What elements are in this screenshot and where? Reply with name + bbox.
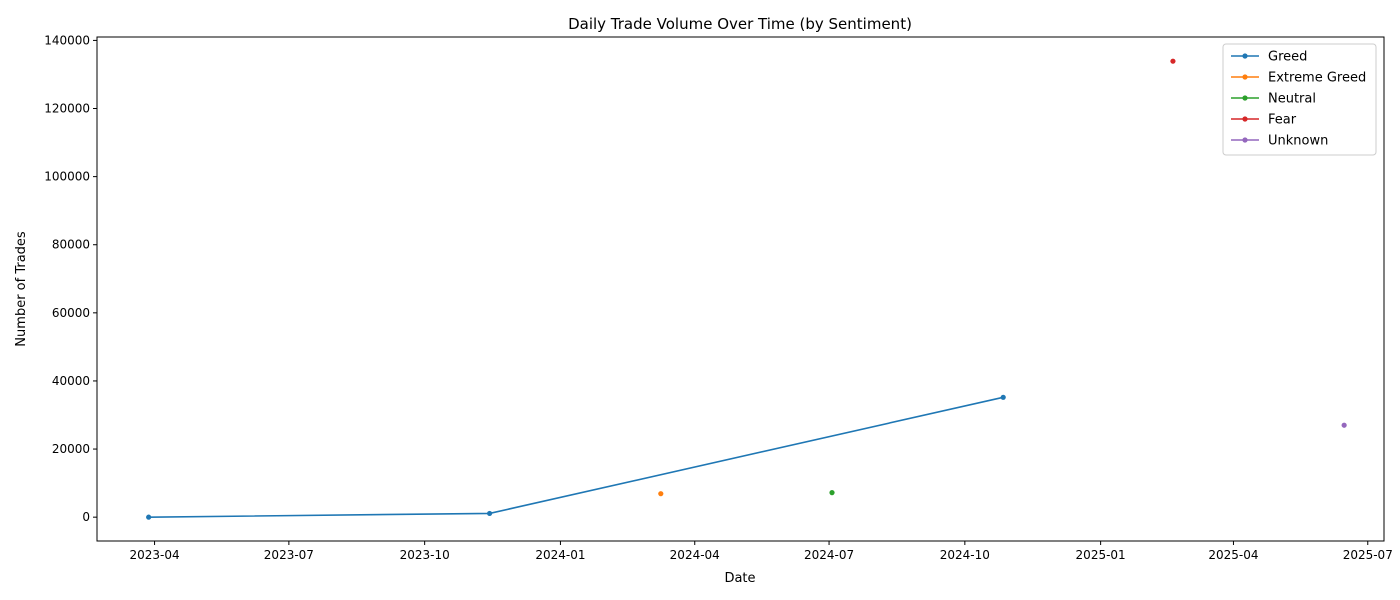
- data-point-greed: [146, 514, 152, 520]
- y-tick-label: 100000: [44, 170, 90, 184]
- x-tick-label: 2025-04: [1208, 548, 1258, 562]
- x-tick-label: 2023-10: [400, 548, 450, 562]
- y-tick-label: 80000: [52, 238, 90, 252]
- y-tick-label: 40000: [52, 374, 90, 388]
- y-tick-label: 120000: [44, 102, 90, 116]
- legend-marker-fear: [1242, 116, 1248, 122]
- data-point-unknown: [1341, 422, 1347, 428]
- legend-box: [1222, 43, 1377, 156]
- y-axis-label: Number of Trades: [14, 231, 29, 347]
- legend-label-greed: Greed: [1268, 50, 1307, 65]
- y-axis: 0 20000 40000 60000 80000 100000 120000 140000: [44, 33, 97, 524]
- legend-label-neutral: Neutral: [1268, 92, 1316, 107]
- data-point-neutral: [829, 490, 835, 496]
- series-line-greed: [148, 396, 1004, 518]
- x-axis-label: Date: [724, 571, 755, 586]
- legend-marker-neutral: [1242, 95, 1248, 101]
- data-point-extreme-greed: [658, 491, 664, 497]
- data-point-greed: [486, 510, 493, 517]
- x-tick-label: 2025-07: [1343, 548, 1393, 562]
- legend-label-unknown: Unknown: [1268, 134, 1328, 149]
- x-tick-label: 2023-07: [264, 548, 314, 562]
- y-tick-label: 60000: [52, 306, 90, 320]
- data-point-greed: [1000, 394, 1006, 400]
- data-point-fear: [1170, 58, 1176, 64]
- x-tick-label: 2024-01: [535, 548, 585, 562]
- legend-label-fear: Fear: [1268, 113, 1297, 128]
- x-axis: 2023-04 2023-07 2023-10 2024-01 2024-04 2024-…: [129, 541, 1393, 562]
- y-tick-label: 140000: [44, 33, 90, 47]
- y-tick-label: 20000: [52, 442, 90, 456]
- legend-marker-unknown: [1242, 137, 1248, 143]
- legend: Greed Extreme Greed Neutral Fear Unknown: [1222, 43, 1377, 156]
- x-tick-label: 2024-04: [670, 548, 720, 562]
- x-tick-label: 2024-07: [804, 548, 854, 562]
- legend-label-extreme-greed: Extreme Greed: [1268, 71, 1366, 86]
- chart-title: Daily Trade Volume Over Time (by Sentime…: [568, 15, 912, 33]
- legend-marker-greed: [1242, 53, 1248, 59]
- x-tick-label: 2024-10: [940, 548, 990, 562]
- plot-frame: [96, 36, 1385, 542]
- x-tick-label: 2025-01: [1076, 548, 1126, 562]
- y-tick-label: 0: [82, 510, 90, 524]
- plot-area: [146, 58, 1347, 520]
- x-tick-label: 2023-04: [129, 548, 179, 562]
- legend-marker-extreme-greed: [1242, 74, 1248, 80]
